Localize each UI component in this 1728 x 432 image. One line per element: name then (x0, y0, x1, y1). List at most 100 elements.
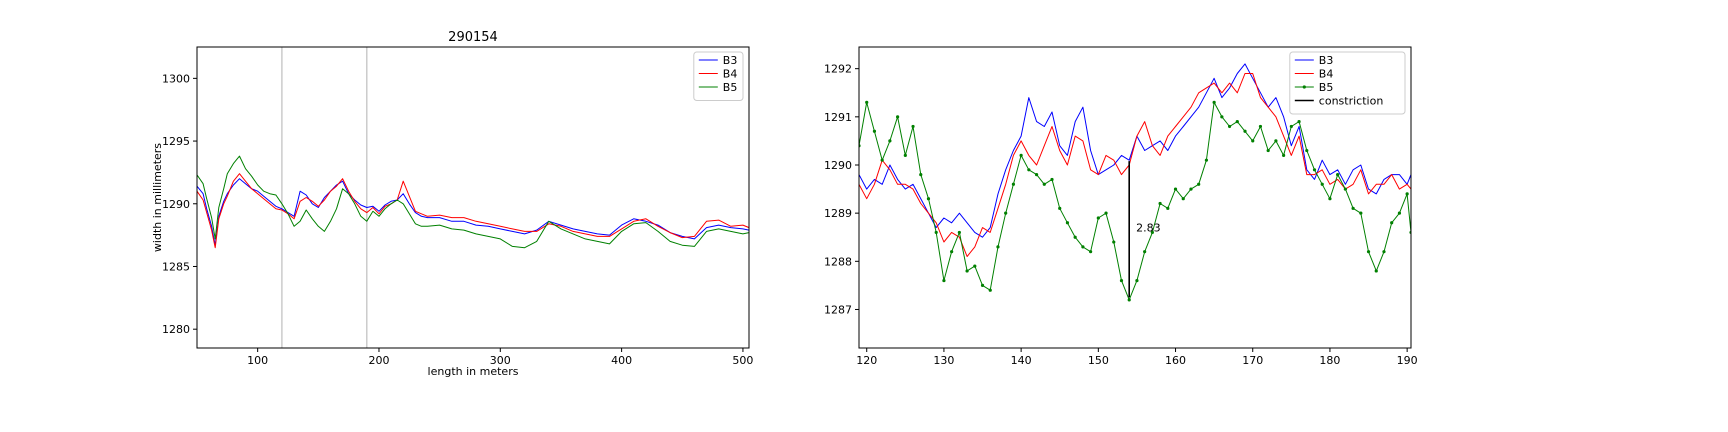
data-point-b5 (1058, 206, 1062, 210)
legend-label-b5: B5 (723, 81, 738, 94)
plot-frame (196, 46, 750, 349)
data-point-b5 (903, 153, 907, 157)
data-point-b5 (1390, 221, 1394, 225)
legend-marker (1302, 85, 1306, 89)
series-line-b4 (197, 173, 749, 249)
data-point-b5 (1119, 278, 1124, 283)
y-tick-label: 1290 (162, 198, 190, 211)
data-point-b5 (1112, 240, 1116, 244)
legend-label-b4: B4 (723, 68, 738, 81)
data-point-b5 (1305, 148, 1309, 153)
data-point-b5 (1089, 250, 1093, 254)
data-point-b5 (1065, 221, 1070, 225)
data-point-b5 (1135, 278, 1139, 283)
data-point-b5 (942, 278, 946, 283)
legend-box (693, 51, 744, 101)
x-tick-label: 160 (1165, 354, 1186, 367)
y-tick-label: 1288 (824, 255, 852, 268)
x-tick-label: 500 (732, 354, 753, 367)
y-tick-label: 1287 (824, 303, 852, 316)
constriction-value-label: 2.83 (1136, 222, 1161, 235)
legend-label-b3: B3 (723, 54, 738, 67)
data-point-b5 (1034, 173, 1039, 177)
x-tick-label: 400 (611, 354, 632, 367)
data-point-b5 (1289, 124, 1293, 129)
x-tick-label: 100 (247, 354, 268, 367)
x-tick-label: 200 (368, 354, 389, 367)
data-point-b5 (1143, 250, 1147, 254)
x-tick-label: 150 (1088, 354, 1109, 367)
x-tick-label: 130 (933, 354, 954, 367)
data-point-b5 (1405, 192, 1409, 196)
data-point-b5 (896, 115, 900, 119)
data-point-b5 (1227, 124, 1232, 129)
x-axis-label: length in meters (428, 365, 519, 378)
data-point-b5 (1181, 197, 1185, 201)
y-tick-label: 1280 (162, 323, 190, 336)
data-point-b5 (880, 158, 884, 162)
data-point-b5 (1212, 100, 1216, 104)
data-point-b5 (1004, 211, 1008, 215)
data-point-b5 (1011, 182, 1016, 186)
data-point-b5 (996, 245, 1000, 249)
data-point-b5 (1282, 153, 1286, 157)
x-tick-label: 190 (1397, 354, 1418, 367)
data-point-b5 (1220, 115, 1224, 119)
data-point-b5 (1320, 182, 1324, 186)
y-tick-label: 1285 (162, 260, 190, 273)
data-point-b5 (965, 269, 969, 273)
y-tick-label: 1295 (162, 135, 190, 148)
data-point-b5 (1243, 129, 1247, 133)
data-point-b5 (1197, 182, 1201, 186)
data-point-b5 (888, 139, 892, 143)
data-point-b5 (973, 264, 977, 268)
data-point-b5 (1081, 245, 1085, 249)
data-point-b5 (1336, 173, 1340, 177)
legend-label-b3: B3 (1319, 54, 1334, 67)
data-point-b5 (911, 124, 915, 129)
legend-box (1289, 51, 1406, 115)
data-point-b5 (1397, 211, 1402, 215)
series-group (197, 155, 749, 249)
y-tick-label: 1289 (824, 207, 852, 220)
x-tick-label: 120 (856, 354, 877, 367)
x-tick-label: 300 (490, 354, 511, 367)
data-point-b5 (1096, 216, 1100, 220)
data-point-b5 (1235, 120, 1239, 124)
data-point-b5 (1351, 206, 1355, 210)
data-point-b5 (934, 230, 938, 235)
data-point-b5 (1374, 269, 1378, 273)
chart-left-width-profile: 100 200 300 400 500 1280 1285 1290 1295 1300 29015… (151, 30, 753, 378)
data-point-b5 (1251, 139, 1255, 143)
data-point-b5 (1050, 177, 1054, 182)
data-point-b5 (1150, 230, 1154, 235)
data-point-b5 (1258, 124, 1263, 129)
x-tick-label: 180 (1319, 354, 1340, 367)
data-point-b5 (1104, 211, 1108, 215)
data-point-b5 (1204, 158, 1209, 162)
data-point-b5 (950, 250, 954, 254)
data-point-b5 (865, 100, 869, 104)
data-point-b5 (1127, 298, 1131, 302)
y-tick-label: 1291 (824, 111, 852, 124)
data-point-b5 (1027, 168, 1031, 172)
data-point-b5 (1073, 235, 1077, 239)
data-point-b5 (1019, 153, 1023, 157)
data-point-b5 (926, 197, 931, 201)
data-point-b5 (1366, 250, 1371, 254)
data-point-b5 (1158, 201, 1162, 206)
y-tick-label: 1290 (824, 159, 852, 172)
data-point-b5 (1173, 187, 1178, 191)
chart-title: 290154 (448, 30, 498, 45)
data-point-b5 (872, 129, 877, 133)
x-tick-label: 170 (1242, 354, 1263, 367)
data-point-b5 (1189, 187, 1193, 191)
series-line-b4 (859, 73, 1411, 257)
data-point-b5 (1343, 187, 1347, 191)
y-tick-label: 1300 (162, 72, 190, 85)
x-tick-label: 140 (1011, 354, 1032, 367)
y-axis-label: width in millimeters (151, 143, 164, 252)
